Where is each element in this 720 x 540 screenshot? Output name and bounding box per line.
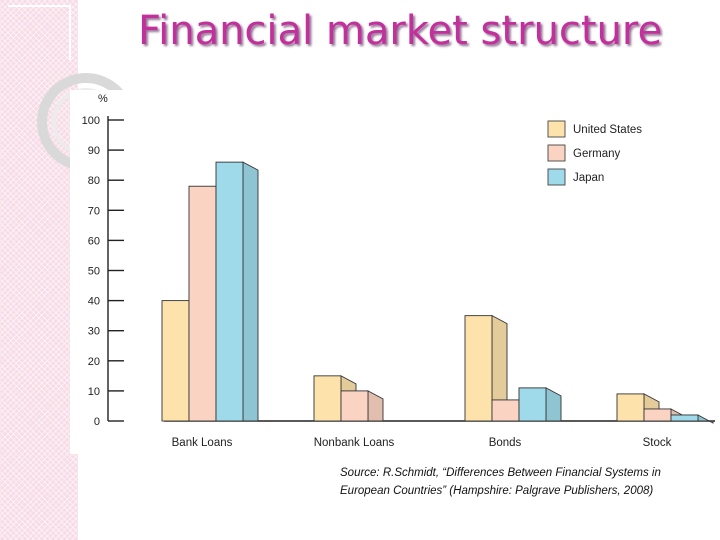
bar — [161, 300, 190, 422]
y-tick-label: 20 — [88, 356, 100, 368]
bar — [518, 387, 547, 422]
bar — [188, 185, 217, 422]
y-tick-label: 90 — [88, 145, 100, 157]
bar — [464, 315, 493, 422]
decorative-side-band — [0, 0, 78, 540]
bar — [643, 408, 672, 422]
y-tick-label: 80 — [88, 175, 100, 187]
legend-swatch — [547, 120, 566, 138]
bar-side — [242, 161, 259, 422]
bar — [215, 161, 244, 422]
legend-label: Germany — [573, 148, 621, 160]
source-citation: Source: R.Schmidt, “Differences Between … — [340, 467, 661, 497]
slide-title: Financial market structure — [138, 8, 663, 54]
y-tick-label: 0 — [94, 416, 100, 428]
y-tick-label: 50 — [88, 266, 100, 278]
legend-label: United States — [573, 124, 642, 136]
y-tick-label: 100 — [82, 115, 100, 127]
x-tick-label: Bank Loans — [172, 437, 233, 449]
y-tick-label: 10 — [88, 386, 100, 398]
legend-swatch — [547, 168, 566, 186]
bar — [670, 414, 699, 422]
y-axis-label: % — [98, 93, 108, 105]
y-tick-label: 60 — [88, 235, 100, 247]
y-tick-label: 70 — [88, 205, 100, 217]
bar-side — [545, 387, 562, 422]
bar-chart: 0 10 20 30 40 50 60 70 80 90 100% Bank Loans Nonbank… — [82, 93, 715, 449]
y-tick-label: 40 — [88, 296, 100, 308]
bar — [616, 393, 645, 422]
x-tick-label: Bonds — [489, 437, 522, 449]
y-tick-label: 30 — [88, 326, 100, 338]
legend-label: Japan — [573, 172, 604, 184]
x-tick-label: Stock — [643, 437, 672, 449]
bar — [340, 390, 369, 422]
chart-panel: 0 10 20 30 40 50 60 70 80 90 100% Bank Loans Nonbank… — [70, 90, 720, 454]
bar — [313, 375, 342, 422]
bar — [491, 399, 520, 422]
legend-swatch — [547, 144, 566, 162]
x-tick-label: Nonbank Loans — [314, 437, 395, 449]
bar-side — [367, 390, 384, 422]
